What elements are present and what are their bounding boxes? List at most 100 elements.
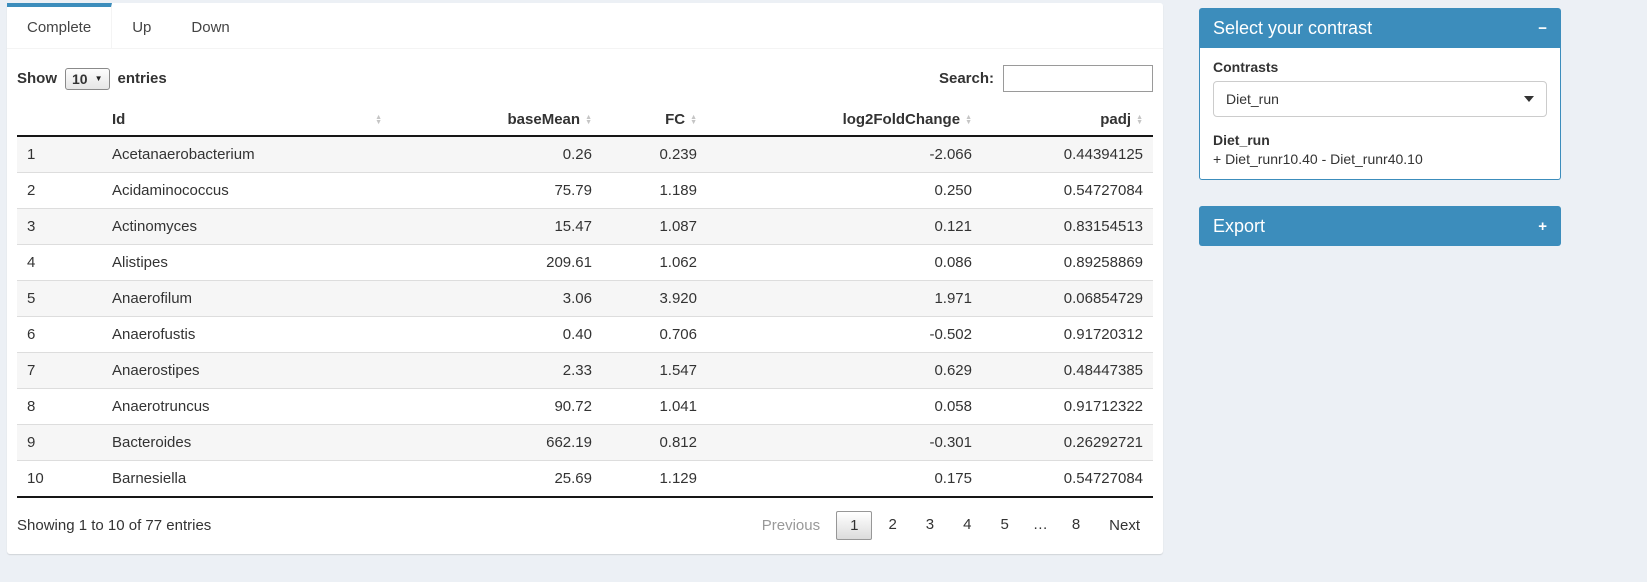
pagination-page-4[interactable]: 4 (963, 516, 972, 533)
cell-n: 5 (17, 280, 102, 317)
cell-n: 7 (17, 352, 102, 389)
column-label: padj (1100, 111, 1132, 128)
collapse-minus-icon[interactable]: − (1538, 19, 1547, 37)
cell-baseMean: 25.69 (392, 460, 602, 498)
contrast-name: Diet_run (1213, 132, 1270, 148)
table-row: 6 Anaerofustis 0.40 0.706 -0.502 0.91720312 (17, 316, 1153, 353)
cell-padj: 0.26292721 (982, 424, 1153, 461)
show-label: Show (17, 70, 57, 87)
column-label: log2FoldChange (842, 111, 961, 128)
pagination-page-1[interactable]: 1 (836, 511, 873, 540)
cell-padj: 0.91712322 (982, 388, 1153, 425)
cell-fc: 1.547 (602, 352, 707, 389)
cell-id: Acidaminococcus (102, 172, 392, 209)
cell-log2fc: 0.250 (707, 172, 982, 209)
table-controls: Show 10 ▼ entries Search: (17, 59, 1153, 104)
column-header-fc[interactable]: FC ▲ ▼ (602, 104, 707, 137)
cell-n: 3 (17, 208, 102, 245)
pagination-page-3[interactable]: 3 (925, 516, 935, 533)
column-header-basemean[interactable]: baseMean ▲ ▼ (392, 104, 602, 137)
sort-icon: ▲ ▼ (585, 113, 592, 126)
page-length-value: 10 (72, 70, 88, 87)
export-box-title: Export (1213, 215, 1266, 236)
sort-icon: ▲ ▼ (690, 113, 697, 126)
cell-padj: 0.91720312 (982, 316, 1153, 353)
tab-bar: Complete Up Down (7, 3, 1163, 49)
table-row: 1 Acetanaerobacterium 0.26 0.239 -2.066 0.443… (17, 136, 1153, 173)
cell-baseMean: 15.47 (392, 208, 602, 245)
cell-baseMean: 209.61 (392, 244, 602, 281)
cell-baseMean: 0.40 (392, 316, 602, 353)
pagination-page-5[interactable]: 5 (1000, 516, 1009, 533)
cell-baseMean: 2.33 (392, 352, 602, 389)
table-footer: Showing 1 to 10 of 77 entries Previous 1… (17, 498, 1153, 542)
cell-id: Anaerotruncus (102, 388, 392, 425)
cell-fc: 0.706 (602, 316, 707, 353)
cell-log2fc: 0.058 (707, 388, 982, 425)
search-input[interactable] (1003, 65, 1153, 92)
tab-complete[interactable]: Complete (7, 3, 113, 48)
cell-baseMean: 90.72 (392, 388, 602, 425)
pagination: Previous 1 2 3 4 5 … 8 Next (746, 511, 1153, 540)
cell-n: 1 (27, 146, 36, 163)
column-header-log2foldchange[interactable]: log2FoldChange ▲ ▼ (707, 104, 982, 137)
export-box: Export + (1199, 206, 1561, 246)
cell-id: Alistipes (102, 244, 392, 281)
cell-log2fc: 0.086 (707, 244, 982, 281)
cell-fc: 3.920 (602, 280, 707, 317)
table-row: 9 Bacteroides 662.19 0.812 -0.301 0.26292721 (17, 424, 1153, 461)
cell-log2fc: -0.301 (707, 424, 982, 461)
cell-fc: 0.239 (659, 146, 697, 163)
contrast-box-title: Select your contrast (1213, 17, 1373, 38)
select-arrow-icon: ▼ (94, 73, 103, 83)
sort-icon: ▲ ▼ (1136, 113, 1143, 126)
contrasts-label: Contrasts (1213, 59, 1279, 75)
table-row: 10 Barnesiella 25.69 1.129 0.175 0.54727084 (17, 460, 1153, 498)
pagination-previous[interactable]: Previous (761, 517, 821, 534)
pagination-ellipsis: … (1032, 516, 1048, 533)
cell-fc: 1.189 (602, 172, 707, 209)
table-row: 4 Alistipes 209.61 1.062 0.086 0.89258869 (17, 244, 1153, 281)
pagination-pages: 1 2 3 4 5 … 8 (833, 511, 1093, 540)
cell-fc: 1.087 (602, 208, 707, 245)
table-info: Showing 1 to 10 of 77 entries (17, 517, 212, 534)
column-header-id[interactable]: Id ▲ ▼ (102, 104, 392, 137)
cell-log2fc: 1.971 (707, 280, 982, 317)
cell-log2fc: 0.629 (707, 352, 982, 389)
cell-id: Bacteroides (102, 424, 392, 461)
contrast-box-body: Contrasts Diet_run Diet_run + Diet_runr1… (1199, 48, 1561, 180)
search-label: Search: (938, 70, 994, 87)
sort-icon: ▲ ▼ (965, 113, 972, 126)
column-header-padj[interactable]: padj ▲ ▼ (982, 104, 1153, 137)
results-table: Id ▲ ▼ baseMean ▲ ▼ (17, 104, 1153, 498)
page-length-select[interactable]: 10 ▼ (65, 67, 110, 90)
cell-fc: 0.812 (602, 424, 707, 461)
table-row: 2 Acidaminococcus 75.79 1.189 0.250 0.5472708… (17, 172, 1153, 209)
pagination-page-8[interactable]: 8 (1071, 516, 1081, 533)
tab-down[interactable]: Down (191, 19, 230, 36)
cell-padj: 0.54727084 (982, 172, 1153, 209)
contrast-box: Select your contrast − Contrasts Diet_ru… (1199, 8, 1561, 180)
datatable-wrapper: Show 10 ▼ entries Search: (7, 49, 1163, 554)
cell-n: 8 (17, 388, 102, 425)
sort-icon: ▲ ▼ (375, 113, 382, 126)
entries-label: entries (117, 70, 167, 87)
tab-up[interactable]: Up (132, 19, 152, 36)
cell-padj: 0.89258869 (982, 244, 1153, 281)
table-row: 5 Anaerofilum 3.06 3.920 1.971 0.06854729 (17, 280, 1153, 317)
cell-padj: 0.83154513 (982, 208, 1153, 245)
contrast-formula: + Diet_runr10.40 - Diet_runr40.10 (1213, 151, 1423, 167)
column-label: FC (665, 111, 686, 128)
pagination-next[interactable]: Next (1109, 517, 1140, 534)
header-row: Id ▲ ▼ baseMean ▲ ▼ (17, 104, 1153, 137)
cell-padj: 0.48447385 (982, 352, 1153, 389)
contrast-select[interactable]: Diet_run (1213, 81, 1547, 117)
column-label: Id (112, 111, 126, 128)
cell-id: Anaerofilum (102, 280, 392, 317)
table-body: 1 Acetanaerobacterium 0.26 0.239 -2.066 0.443… (17, 136, 1153, 498)
cell-log2fc: 0.121 (707, 208, 982, 245)
cell-baseMean: 662.19 (392, 424, 602, 461)
cell-n: 4 (17, 244, 102, 281)
pagination-page-2[interactable]: 2 (888, 516, 897, 533)
expand-plus-icon[interactable]: + (1538, 217, 1547, 235)
